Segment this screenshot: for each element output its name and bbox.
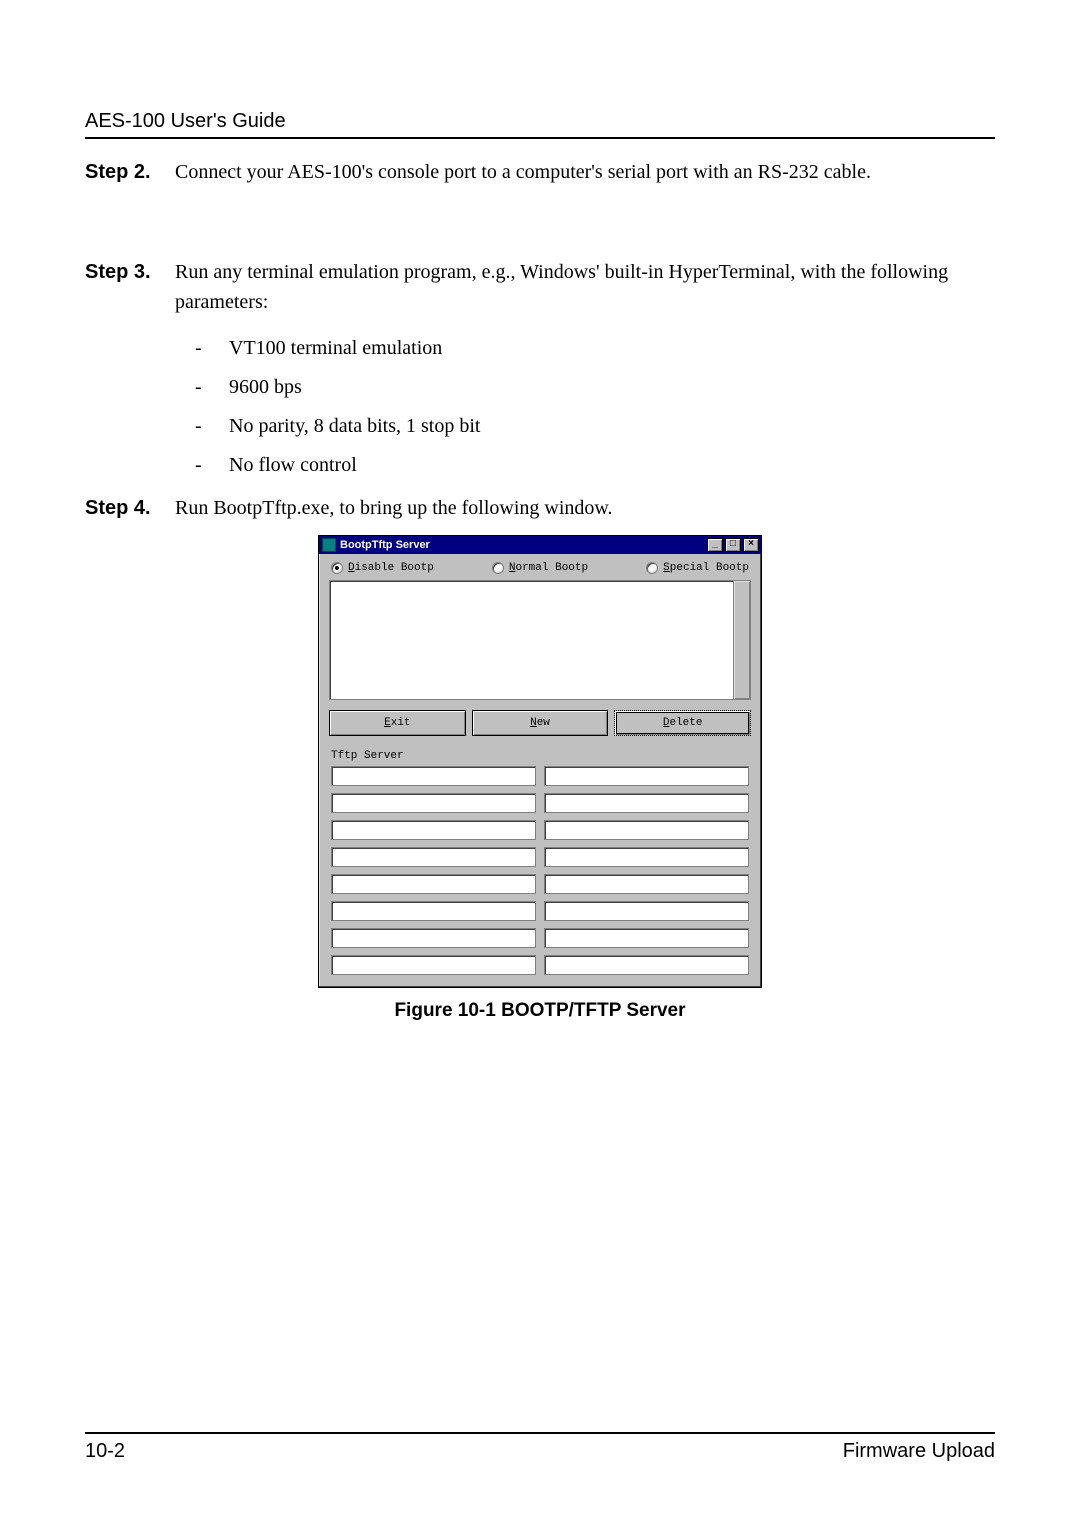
step-3-text: Run any terminal emulation program, e.g.… bbox=[175, 257, 995, 317]
bootptftp-window: BootpTftp Server _ □ × Disable Bootp Nor… bbox=[318, 535, 762, 988]
window-titlebar[interactable]: BootpTftp Server _ □ × bbox=[319, 536, 761, 554]
tftp-field[interactable] bbox=[331, 901, 536, 921]
tftp-field[interactable] bbox=[331, 847, 536, 867]
step-3-sublist: -VT100 terminal emulation -9600 bps -No … bbox=[85, 329, 995, 485]
close-button[interactable]: × bbox=[743, 538, 759, 552]
dash-icon: - bbox=[195, 368, 207, 407]
dash-icon: - bbox=[195, 446, 207, 485]
radio-normal-bootp[interactable]: Normal Bootp bbox=[492, 562, 588, 574]
step-2-label: Step 2. bbox=[85, 157, 175, 187]
radio-disable-bootp[interactable]: Disable Bootp bbox=[331, 562, 434, 574]
tftp-field[interactable] bbox=[331, 874, 536, 894]
sublist-item: VT100 terminal emulation bbox=[229, 329, 442, 368]
tftp-field[interactable] bbox=[331, 820, 536, 840]
figure-caption: Figure 10-1 BOOTP/TFTP Server bbox=[394, 1000, 685, 1022]
radio-label: Special Bootp bbox=[663, 562, 749, 574]
tftp-field[interactable] bbox=[544, 847, 749, 867]
tftp-section-label: Tftp Server bbox=[331, 750, 753, 762]
footer-section-title: Firmware Upload bbox=[843, 1440, 995, 1463]
window-title: BootpTftp Server bbox=[340, 539, 707, 551]
step-2-text: Connect your AES-100's console port to a… bbox=[175, 157, 995, 187]
step-4-text: Run BootpTftp.exe, to bring up the follo… bbox=[175, 493, 995, 523]
restore-button[interactable]: □ bbox=[725, 538, 741, 552]
tftp-field[interactable] bbox=[331, 955, 536, 975]
page-header-title: AES-100 User's Guide bbox=[85, 110, 995, 133]
footer-page-number: 10-2 bbox=[85, 1440, 125, 1463]
sublist-item: No flow control bbox=[229, 446, 357, 485]
tftp-field[interactable] bbox=[544, 793, 749, 813]
step-4-label: Step 4. bbox=[85, 493, 175, 523]
dash-icon: - bbox=[195, 407, 207, 446]
exit-button[interactable]: Exit bbox=[329, 710, 466, 736]
tftp-field[interactable] bbox=[544, 901, 749, 921]
radio-label: Normal Bootp bbox=[509, 562, 588, 574]
radio-dot-icon bbox=[331, 562, 343, 574]
tftp-field[interactable] bbox=[544, 955, 749, 975]
radio-dot-icon bbox=[646, 562, 658, 574]
tftp-field[interactable] bbox=[544, 820, 749, 840]
delete-button[interactable]: Delete bbox=[614, 710, 751, 736]
footer-rule bbox=[85, 1432, 995, 1434]
bootp-list[interactable] bbox=[329, 580, 751, 700]
radio-special-bootp[interactable]: Special Bootp bbox=[646, 562, 749, 574]
sublist-item: 9600 bps bbox=[229, 368, 302, 407]
sublist-item: No parity, 8 data bits, 1 stop bit bbox=[229, 407, 480, 446]
tftp-field[interactable] bbox=[544, 766, 749, 786]
tftp-field[interactable] bbox=[331, 766, 536, 786]
radio-label: Disable Bootp bbox=[348, 562, 434, 574]
header-rule bbox=[85, 137, 995, 139]
tftp-field[interactable] bbox=[331, 793, 536, 813]
tftp-field[interactable] bbox=[544, 874, 749, 894]
tftp-field[interactable] bbox=[331, 928, 536, 948]
tftp-fields-grid bbox=[327, 766, 753, 977]
new-button[interactable]: New bbox=[472, 710, 609, 736]
tftp-field[interactable] bbox=[544, 928, 749, 948]
radio-dot-icon bbox=[492, 562, 504, 574]
step-3-label: Step 3. bbox=[85, 257, 175, 287]
dash-icon: - bbox=[195, 329, 207, 368]
minimize-button[interactable]: _ bbox=[707, 538, 723, 552]
app-icon bbox=[322, 538, 336, 552]
